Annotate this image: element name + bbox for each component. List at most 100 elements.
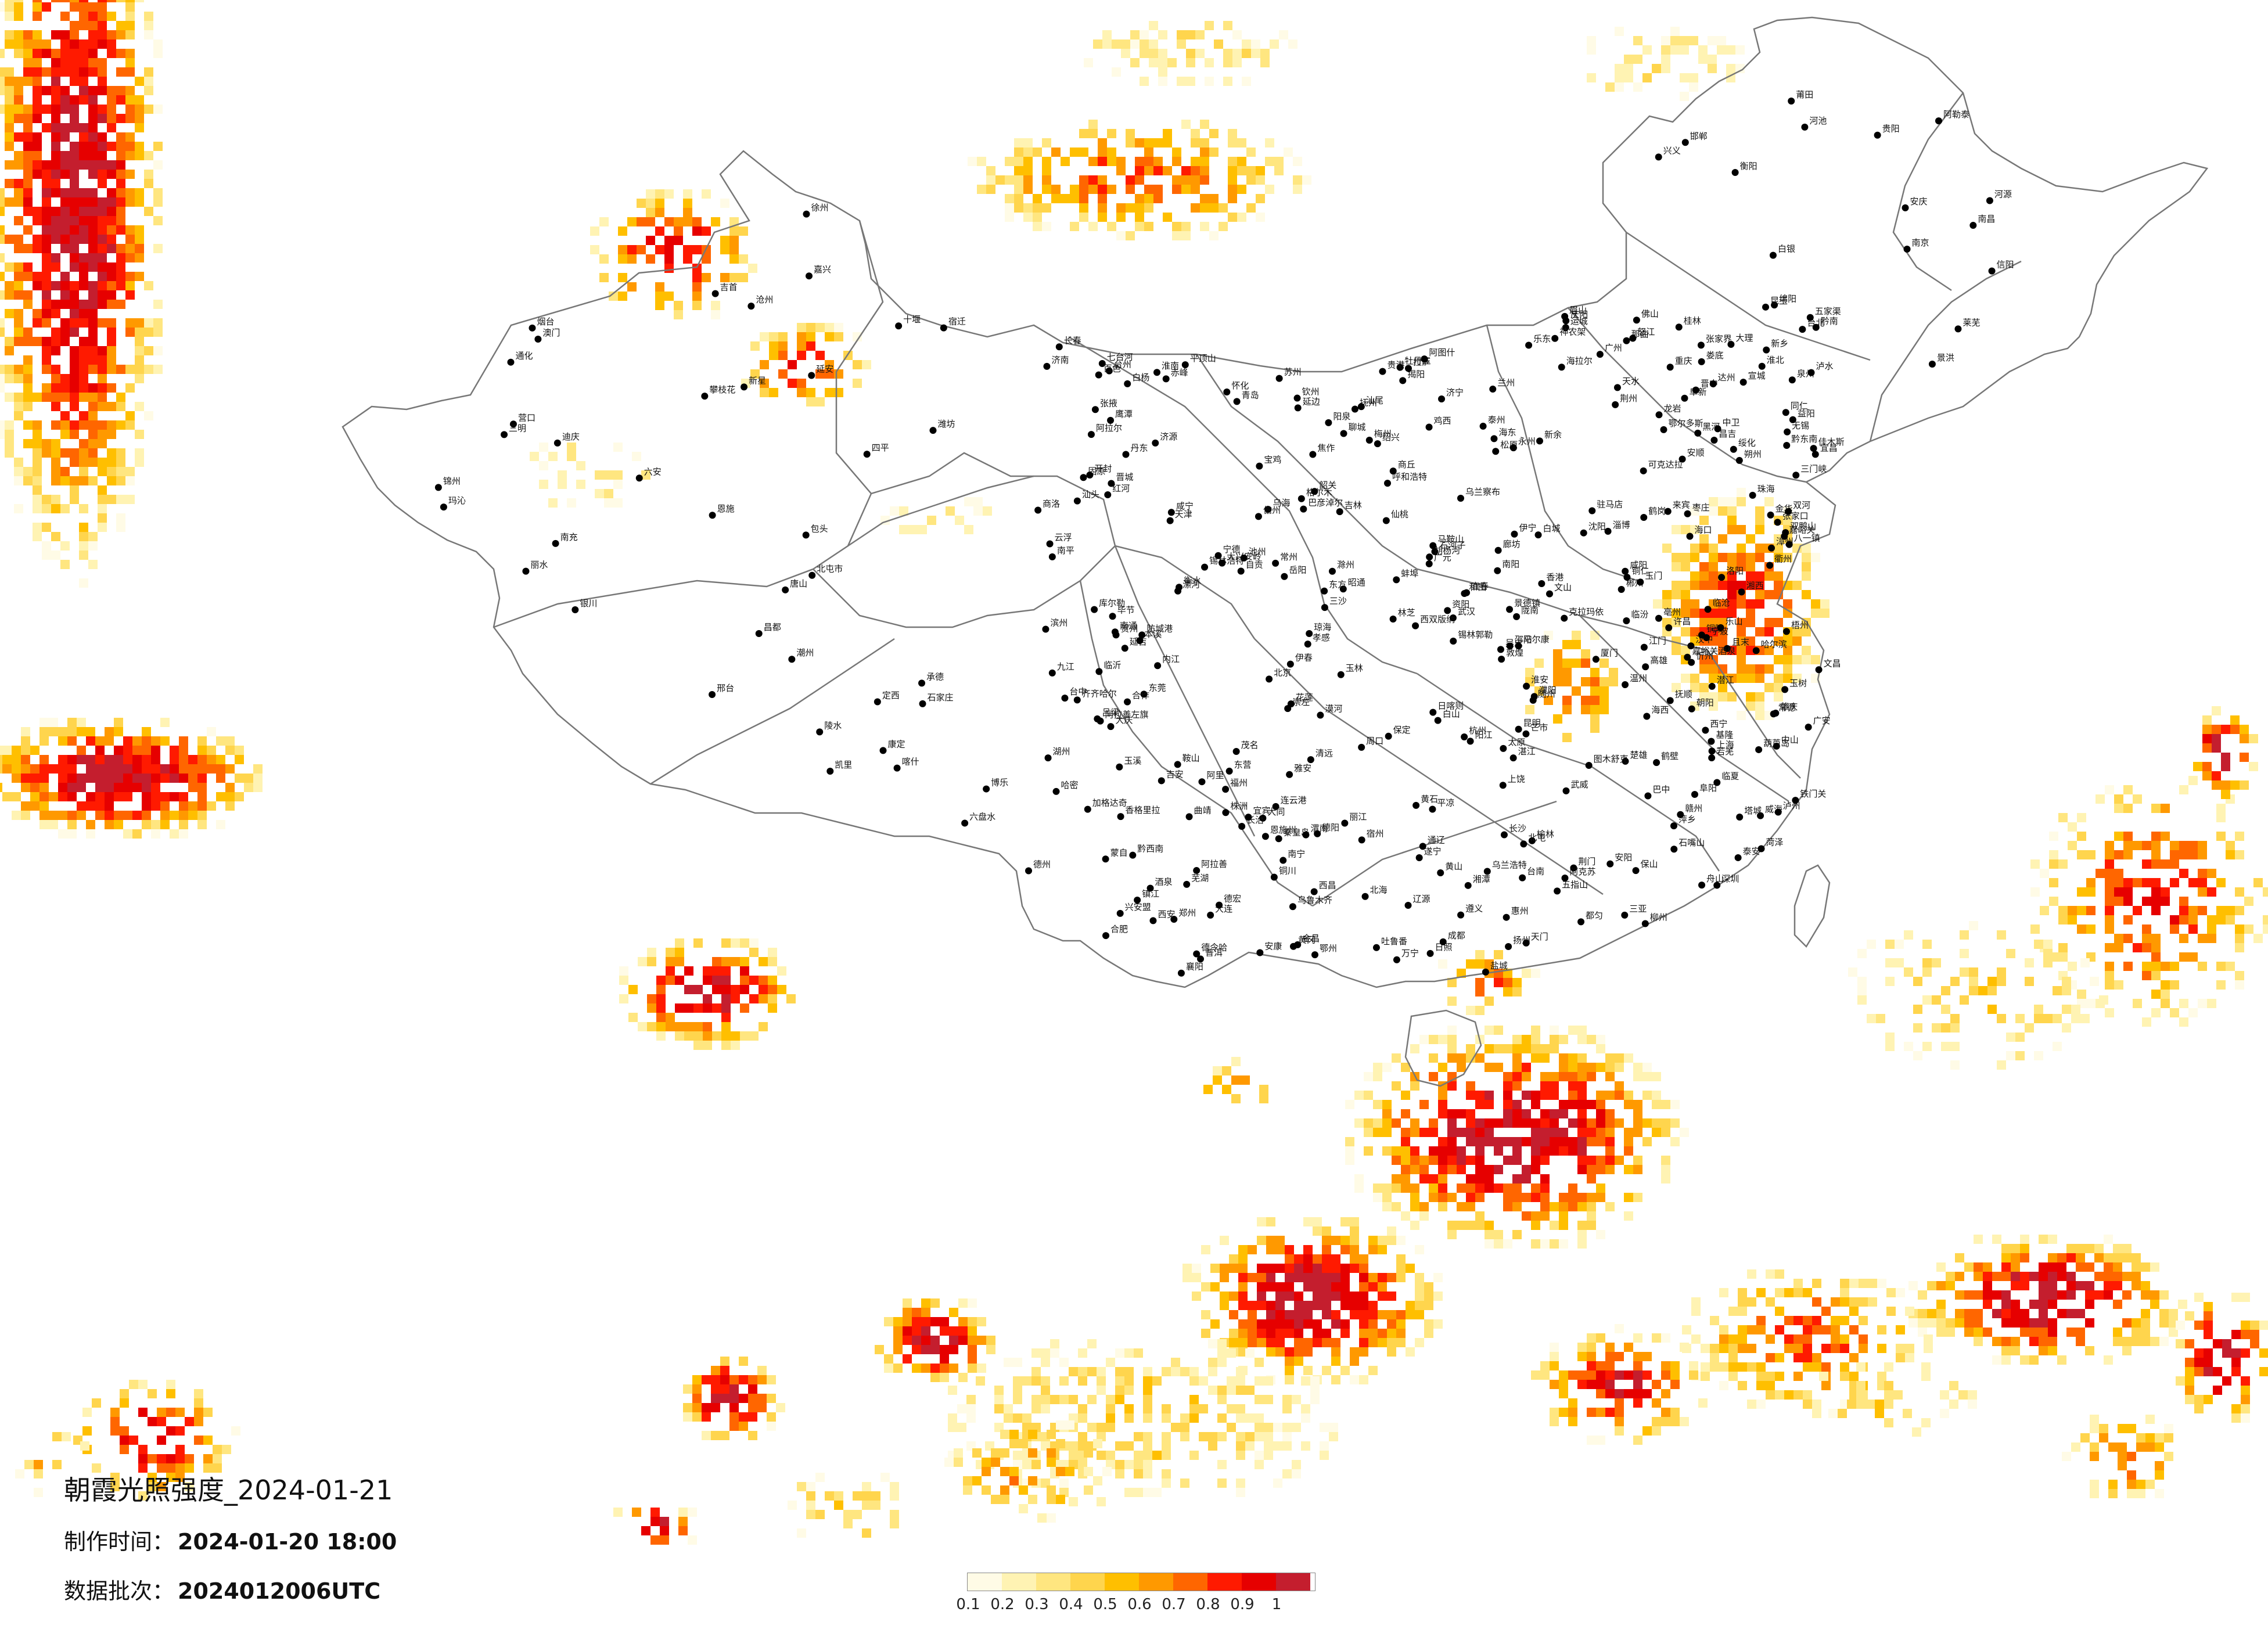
heat-cell <box>107 355 116 365</box>
heat-cell <box>2194 1404 2204 1413</box>
city-dot <box>1372 944 1380 951</box>
heat-cell <box>2216 906 2226 915</box>
heat-cell <box>2062 1005 2071 1014</box>
heat-cell <box>98 77 107 86</box>
heat-cell <box>77 774 86 783</box>
heat-cell <box>964 525 973 534</box>
heat-cell <box>2250 1330 2259 1339</box>
heat-cell <box>1097 1376 1106 1386</box>
heat-cell <box>1503 1072 1512 1081</box>
heat-cell <box>1568 1146 1577 1156</box>
heat-cell <box>1447 1193 1457 1202</box>
heat-cell <box>1950 1042 1960 1051</box>
heat-cell <box>1568 1026 1577 1035</box>
heat-cell <box>179 792 188 801</box>
city-dot <box>1522 939 1530 947</box>
city-dot <box>534 336 542 343</box>
heat-cell <box>1718 534 1727 544</box>
heat-cell <box>1415 1282 1424 1292</box>
heat-cell <box>968 1336 977 1345</box>
heat-cell <box>655 199 664 208</box>
city-dot <box>741 383 748 391</box>
heat-cell <box>129 1436 138 1445</box>
heat-cell <box>1359 1264 1368 1273</box>
heat-cell <box>1992 1309 2001 1318</box>
heat-cell <box>1624 1165 1633 1174</box>
heat-cell <box>132 736 142 746</box>
heat-cell <box>1746 618 1755 627</box>
heat-cell <box>1359 1282 1368 1292</box>
heat-cell <box>656 1003 666 1013</box>
heat-cell <box>1596 1380 1605 1389</box>
city-dot <box>1528 837 1536 844</box>
heat-cell <box>1000 1495 1009 1504</box>
city-dot <box>709 690 716 698</box>
heat-cell <box>1087 1367 1097 1376</box>
city-label: 阿拉善左旗 <box>1105 710 1149 720</box>
city-label: 白银 <box>1778 244 1795 254</box>
heat-cell <box>1387 1319 1396 1329</box>
city-dot <box>1426 553 1433 561</box>
heat-cell <box>1051 185 1061 194</box>
heat-cell <box>1531 1091 1540 1100</box>
city-label: 喀什 <box>902 757 919 767</box>
heat-cell <box>70 160 79 170</box>
city-dot <box>1655 614 1662 622</box>
legend-swatch <box>1105 1573 1139 1591</box>
heat-cell <box>1531 1035 1540 1044</box>
heat-cell <box>142 820 151 829</box>
city-label: 楚雄 <box>1630 750 1648 760</box>
heat-cell <box>966 1404 976 1413</box>
city-label: 惠州 <box>1511 906 1529 916</box>
heat-cell <box>692 273 702 282</box>
city-dot <box>1806 314 1814 321</box>
heat-cell <box>132 811 142 820</box>
heat-cell <box>1415 1292 1424 1301</box>
city-label: 贵港 <box>1387 360 1404 370</box>
heat-cell <box>125 21 135 30</box>
heat-cell <box>2001 1272 2011 1281</box>
heat-cell <box>79 355 88 365</box>
city-label: 滨州 <box>1050 618 1067 628</box>
heat-cell <box>2216 915 2226 924</box>
heat-cell <box>1293 185 1302 194</box>
city-dot <box>1116 763 1123 771</box>
heat-cell <box>88 476 98 485</box>
heat-cell <box>14 402 23 411</box>
city-dot <box>1275 835 1282 843</box>
heat-cell <box>660 1526 669 1535</box>
city-label: 太原 <box>1508 737 1525 747</box>
city-dot <box>1107 416 1115 424</box>
heat-cell <box>179 764 188 774</box>
heat-cell <box>1485 1118 1494 1128</box>
heat-cell <box>185 1454 194 1463</box>
heat-cell <box>116 402 125 411</box>
heat-cell <box>2090 977 2099 986</box>
city-label: 嘉峪关 <box>1789 525 1815 535</box>
heat-cell <box>1680 73 1689 82</box>
heat-cell <box>1596 1193 1605 1202</box>
heat-cell <box>79 2 88 12</box>
heat-cell <box>2198 887 2207 897</box>
city-label: 吉首 <box>720 282 738 293</box>
heat-cell <box>1410 1193 1419 1202</box>
heat-cell <box>1260 58 1270 67</box>
heat-cell <box>33 86 42 95</box>
heat-cell <box>1633 1118 1642 1128</box>
heat-cell <box>2212 743 2221 753</box>
heat-cell <box>157 1417 166 1426</box>
heat-cell <box>646 199 655 208</box>
heat-cell <box>1968 1390 1977 1400</box>
heat-cell <box>70 77 79 86</box>
heat-cell <box>1171 1367 1180 1376</box>
city-dot <box>1158 777 1165 785</box>
heat-cell <box>1568 1091 1577 1100</box>
heat-cell <box>1727 674 1737 683</box>
city-dot <box>1713 779 1721 786</box>
heat-cell <box>2141 1262 2150 1272</box>
heat-cell <box>107 281 116 290</box>
heat-cell <box>1737 488 1746 497</box>
city-label: 茂名 <box>1241 740 1259 750</box>
heat-cell <box>2151 804 2161 813</box>
heat-cell <box>0 2 5 12</box>
